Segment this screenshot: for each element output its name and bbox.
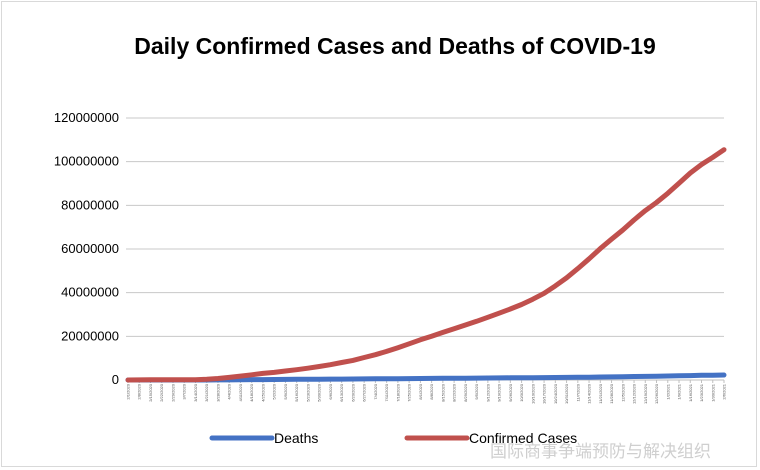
x-tick-label: 1/16/2021 (688, 383, 693, 402)
x-tick-label: 11/28/2020 (609, 383, 614, 403)
x-tick-label: 4/11/2020 (238, 383, 243, 401)
x-tick-label: 4/25/2020 (260, 383, 265, 402)
y-tick-label: 60000000 (61, 241, 119, 256)
y-tick-label: 120000000 (54, 110, 119, 125)
x-tick-label: 10/24/2020 (553, 383, 558, 404)
y-tick-label: 80000000 (61, 197, 119, 212)
x-tick-label: 11/7/2020 (575, 383, 580, 401)
x-tick-label: 9/5/2020 (474, 383, 479, 399)
x-tick-label: 11/21/2020 (598, 383, 603, 403)
x-tick-label: 3/28/2020 (215, 383, 220, 402)
x-tick-label: 5/9/2020 (283, 383, 288, 399)
x-tick-label: 5/16/2020 (294, 383, 299, 402)
x-tick-label: 6/20/2020 (350, 383, 355, 402)
x-tick-label: 4/18/2020 (249, 383, 254, 402)
x-tick-label: 8/22/2020 (452, 383, 457, 402)
x-tick-label: 7/18/2020 (395, 383, 400, 402)
chart-title: Daily Confirmed Cases and Deaths of COVI… (134, 33, 655, 59)
x-tick-label: 9/12/2020 (485, 383, 490, 402)
x-tick-label: 6/27/2020 (362, 383, 367, 402)
x-tick-label: 5/23/2020 (305, 383, 310, 402)
x-tick-label: 4/4/2020 (227, 383, 232, 399)
series-line-confirmed-cases (125, 147, 727, 383)
x-tick-label: 12/19/2020 (643, 383, 648, 404)
x-tick-label: 7/11/2020 (384, 383, 389, 401)
x-tick-label: 3/14/2020 (193, 383, 198, 402)
x-tick-label: 8/29/2020 (463, 383, 468, 402)
y-tick-label: 40000000 (61, 285, 119, 300)
y-tick-label: 0 (112, 372, 119, 387)
watermark-text: 国际商事争端预防与解决组织 (490, 442, 711, 462)
x-tick-label: 10/17/2020 (542, 383, 547, 404)
x-tick-label: 9/26/2020 (508, 383, 513, 402)
x-tick-label: 3/7/2020 (182, 383, 187, 399)
watermark: 国际商事争端预防与解决组织 (490, 442, 711, 462)
x-tick-label: 1/2/2021 (665, 383, 670, 399)
x-tick-label: 2/15/2020 (148, 383, 153, 402)
x-tick-label: 1/9/2021 (677, 383, 682, 399)
x-tick-label: 5/2/2020 (272, 383, 277, 399)
x-tick-label: 5/30/2020 (317, 383, 322, 402)
x-tick-label: 2/6/2021 (722, 383, 727, 399)
x-tick-label: 12/26/2020 (654, 383, 659, 404)
x-tick-label: 1/30/2021 (710, 383, 715, 402)
y-tick-label: 100000000 (54, 154, 119, 169)
x-tick-label: 8/1/2020 (418, 383, 423, 399)
series-lines (125, 147, 727, 383)
gridlines (126, 117, 724, 381)
x-tick-label: 6/13/2020 (339, 383, 344, 402)
x-axis-ticks: 2/1/2020 2/8/2020 2/15/2020 2/22/2020 2/29/2… (126, 380, 727, 404)
x-tick-label: 7/4/2020 (373, 383, 378, 399)
x-tick-label: 10/3/2020 (519, 383, 524, 402)
x-tick-label: 7/25/2020 (407, 383, 412, 402)
x-tick-label: 8/8/2020 (429, 383, 434, 399)
legend-label: Deaths (274, 430, 318, 446)
x-tick-label: 6/6/2020 (328, 383, 333, 399)
x-tick-label: 3/21/2020 (204, 383, 209, 402)
x-tick-label: 8/15/2020 (440, 383, 445, 402)
x-tick-label: 12/12/2020 (632, 383, 637, 404)
legend: Deaths Confirmed Cases (209, 430, 577, 446)
legend-label: Confirmed Cases (469, 430, 577, 446)
x-tick-label: 2/8/2020 (137, 383, 142, 399)
x-tick-label: 10/31/2020 (564, 383, 569, 404)
x-tick-label: 2/1/2020 (126, 383, 131, 399)
x-tick-label: 1/23/2021 (699, 383, 704, 402)
x-tick-label: 9/19/2020 (497, 383, 502, 402)
x-tick-label: 2/22/2020 (159, 383, 164, 402)
x-tick-label: 10/10/2020 (530, 383, 535, 404)
y-axis-ticks: 0 20000000 40000000 60000000 80000000 1000000… (54, 110, 119, 387)
x-tick-label: 12/5/2020 (620, 383, 625, 402)
y-tick-label: 20000000 (61, 328, 119, 343)
x-tick-label: 2/29/2020 (170, 383, 175, 402)
x-tick-label: 11/14/2020 (587, 383, 592, 403)
